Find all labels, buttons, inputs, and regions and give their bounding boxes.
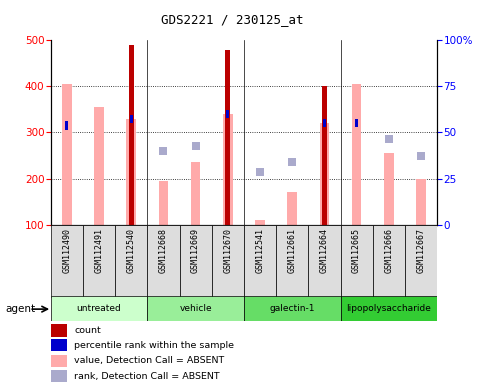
FancyBboxPatch shape bbox=[51, 225, 83, 298]
FancyBboxPatch shape bbox=[180, 225, 212, 298]
FancyBboxPatch shape bbox=[147, 225, 180, 298]
Bar bbox=[51, 339, 67, 351]
Text: GSM112490: GSM112490 bbox=[62, 228, 71, 273]
Text: vehicle: vehicle bbox=[179, 304, 212, 313]
Bar bbox=[226, 110, 229, 118]
Point bbox=[159, 148, 167, 154]
Text: galectin-1: galectin-1 bbox=[270, 304, 315, 313]
Bar bbox=[352, 84, 361, 225]
Point bbox=[385, 136, 393, 142]
Bar bbox=[320, 123, 329, 225]
FancyBboxPatch shape bbox=[276, 225, 308, 298]
Bar bbox=[223, 114, 233, 225]
Bar bbox=[226, 50, 230, 225]
Text: rank, Detection Call = ABSENT: rank, Detection Call = ABSENT bbox=[74, 371, 220, 381]
Point bbox=[256, 169, 264, 175]
FancyBboxPatch shape bbox=[115, 225, 147, 298]
Text: GDS2221 / 230125_at: GDS2221 / 230125_at bbox=[160, 13, 303, 26]
Text: count: count bbox=[74, 326, 101, 335]
Text: GSM112541: GSM112541 bbox=[256, 228, 265, 273]
Text: GSM112665: GSM112665 bbox=[352, 228, 361, 273]
FancyBboxPatch shape bbox=[147, 296, 244, 321]
Text: GSM112667: GSM112667 bbox=[416, 228, 426, 273]
FancyBboxPatch shape bbox=[341, 225, 373, 298]
Bar bbox=[65, 121, 69, 130]
FancyBboxPatch shape bbox=[212, 225, 244, 298]
Text: lipopolysaccharide: lipopolysaccharide bbox=[346, 304, 431, 313]
Bar bbox=[323, 119, 326, 127]
Bar bbox=[129, 114, 133, 123]
Text: percentile rank within the sample: percentile rank within the sample bbox=[74, 341, 234, 350]
FancyBboxPatch shape bbox=[244, 225, 276, 298]
Text: GSM112670: GSM112670 bbox=[223, 228, 232, 273]
Bar bbox=[51, 354, 67, 367]
Point bbox=[417, 153, 425, 159]
FancyBboxPatch shape bbox=[244, 296, 341, 321]
Bar bbox=[287, 192, 297, 225]
Text: value, Detection Call = ABSENT: value, Detection Call = ABSENT bbox=[74, 356, 224, 365]
Bar bbox=[51, 370, 67, 382]
Text: GSM112668: GSM112668 bbox=[159, 228, 168, 273]
Bar bbox=[322, 86, 327, 225]
Text: GSM112661: GSM112661 bbox=[288, 228, 297, 273]
Text: GSM112540: GSM112540 bbox=[127, 228, 136, 273]
Bar bbox=[158, 181, 168, 225]
Point bbox=[192, 143, 199, 149]
Bar bbox=[62, 84, 71, 225]
Bar bbox=[129, 45, 134, 225]
FancyBboxPatch shape bbox=[341, 296, 437, 321]
FancyBboxPatch shape bbox=[405, 225, 437, 298]
Text: agent: agent bbox=[6, 304, 36, 314]
Bar bbox=[94, 107, 104, 225]
FancyBboxPatch shape bbox=[308, 225, 341, 298]
FancyBboxPatch shape bbox=[373, 225, 405, 298]
Bar bbox=[51, 324, 67, 337]
Bar bbox=[384, 153, 394, 225]
FancyBboxPatch shape bbox=[83, 225, 115, 298]
Text: GSM112491: GSM112491 bbox=[95, 228, 103, 273]
Bar bbox=[191, 162, 200, 225]
FancyBboxPatch shape bbox=[51, 296, 147, 321]
Text: GSM112669: GSM112669 bbox=[191, 228, 200, 273]
Point bbox=[288, 159, 296, 166]
Text: untreated: untreated bbox=[77, 304, 121, 313]
Bar bbox=[355, 119, 358, 127]
Bar bbox=[255, 220, 265, 225]
Bar bbox=[416, 179, 426, 225]
Text: GSM112664: GSM112664 bbox=[320, 228, 329, 273]
Bar bbox=[127, 119, 136, 225]
Text: GSM112666: GSM112666 bbox=[384, 228, 393, 273]
